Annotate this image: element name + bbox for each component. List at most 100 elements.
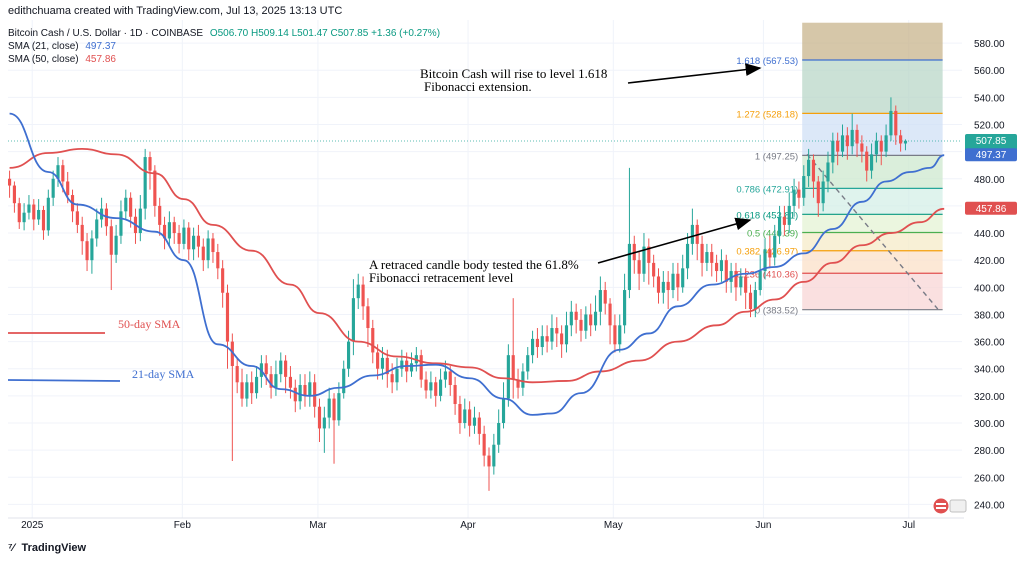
fib-level-label: 1.618 (567.53) bbox=[736, 56, 798, 67]
candle bbox=[555, 317, 559, 348]
candle bbox=[899, 129, 903, 152]
candle bbox=[90, 230, 94, 274]
ohlc-values: O506.70 H509.14 L501.47 C507.85 +1.36 (+… bbox=[209, 28, 441, 39]
candle bbox=[192, 227, 196, 261]
candle bbox=[589, 303, 593, 337]
candle bbox=[167, 211, 171, 247]
candle bbox=[458, 395, 462, 434]
y-tick-label: 540.00 bbox=[974, 93, 1005, 104]
candle bbox=[792, 178, 796, 217]
candles bbox=[8, 97, 908, 491]
fib-zone bbox=[802, 273, 943, 310]
candle bbox=[211, 233, 215, 263]
fib-zone bbox=[802, 113, 943, 156]
candle bbox=[201, 238, 205, 272]
candle bbox=[724, 254, 728, 293]
sma50-value: 457.86 bbox=[85, 54, 116, 65]
candle bbox=[472, 406, 477, 434]
candle bbox=[27, 195, 31, 220]
candle bbox=[531, 330, 535, 364]
x-tick-label: May bbox=[604, 520, 623, 531]
y-tick-label: 440.00 bbox=[974, 229, 1005, 240]
candle bbox=[821, 170, 825, 212]
candle bbox=[661, 271, 665, 304]
mid-annotation-line1: A retraced candle body tested the 61.8% bbox=[369, 257, 579, 272]
candle bbox=[12, 181, 16, 213]
candle bbox=[138, 195, 142, 242]
fibonacci-tool[interactable]: 1.618 (567.53) 1.272 (528.18) 1 (497.25) 0.… bbox=[8, 22, 962, 317]
candle bbox=[274, 360, 278, 396]
candle bbox=[32, 199, 36, 231]
tradingview-footer[interactable]: ⁷⁄ TradingView bbox=[8, 542, 86, 554]
y-tick-label: 480.00 bbox=[974, 175, 1005, 186]
mid-annotation-arrow bbox=[597, 217, 752, 264]
x-tick-label: Jun bbox=[755, 520, 771, 531]
candle bbox=[889, 97, 893, 141]
candle bbox=[501, 382, 506, 429]
candle bbox=[632, 235, 636, 274]
candle bbox=[114, 224, 118, 263]
candle bbox=[850, 113, 854, 155]
candle bbox=[608, 298, 612, 345]
candle bbox=[463, 398, 467, 429]
sma50-label: SMA (50, close) bbox=[8, 54, 79, 65]
x-tick-label: Mar bbox=[309, 520, 327, 531]
flag-icon[interactable] bbox=[932, 497, 967, 515]
candle bbox=[395, 357, 399, 391]
candle bbox=[245, 374, 249, 407]
y-tick-label: 340.00 bbox=[974, 365, 1005, 376]
candle bbox=[773, 224, 777, 266]
candle bbox=[613, 314, 617, 353]
price-tag-label: 507.85 bbox=[976, 136, 1007, 147]
candle bbox=[8, 170, 12, 198]
candle bbox=[511, 298, 515, 399]
candle bbox=[598, 276, 602, 326]
candle bbox=[584, 306, 588, 339]
candle bbox=[284, 355, 288, 394]
y-tick-label: 520.00 bbox=[974, 120, 1005, 131]
candle bbox=[250, 371, 254, 405]
candle bbox=[477, 412, 481, 445]
candle bbox=[782, 205, 786, 236]
candle bbox=[56, 157, 60, 187]
candle bbox=[279, 352, 283, 383]
candle bbox=[70, 189, 75, 223]
legend-sma50-row[interactable]: SMA (50, close) 457.86 bbox=[8, 53, 440, 66]
candle bbox=[409, 352, 414, 377]
sma50-tag-text: 50-day SMA bbox=[118, 317, 181, 331]
candle bbox=[366, 298, 370, 348]
candle bbox=[162, 216, 167, 250]
price-axis[interactable]: 240.00 260.00 280.00 300.00 320.00 340.00 360.… bbox=[8, 39, 1005, 519]
candle bbox=[860, 135, 864, 163]
candle bbox=[46, 189, 50, 236]
candle bbox=[182, 219, 186, 250]
candle bbox=[85, 233, 89, 272]
candle bbox=[240, 368, 244, 407]
candle bbox=[816, 176, 820, 217]
time-axis[interactable]: 2025 Feb Mar Apr May Jun Jul bbox=[21, 520, 915, 531]
sma21-tag-text: 21-day SMA bbox=[132, 367, 195, 381]
candle bbox=[41, 205, 46, 240]
candle bbox=[497, 409, 501, 453]
x-tick-label: 2025 bbox=[21, 520, 44, 531]
candle bbox=[884, 124, 888, 158]
top-annotation-line1: Bitcoin Cash will rise to level 1.618 bbox=[420, 66, 608, 81]
candle bbox=[753, 281, 757, 318]
candle bbox=[419, 349, 423, 388]
legend-sma21-row[interactable]: SMA (21, close) 497.37 bbox=[8, 40, 440, 53]
candle bbox=[642, 233, 646, 282]
sma50-tag-line bbox=[7, 332, 121, 382]
moving-averages bbox=[9, 112, 945, 416]
candle bbox=[468, 401, 472, 437]
candle bbox=[700, 235, 704, 277]
candle bbox=[196, 224, 201, 258]
sma21-label: SMA (21, close) bbox=[8, 41, 79, 52]
candle bbox=[235, 357, 239, 394]
candle bbox=[564, 311, 569, 353]
candle bbox=[879, 135, 883, 166]
candle bbox=[768, 235, 772, 269]
x-tick-label: Jul bbox=[902, 520, 915, 531]
candle bbox=[385, 349, 389, 388]
